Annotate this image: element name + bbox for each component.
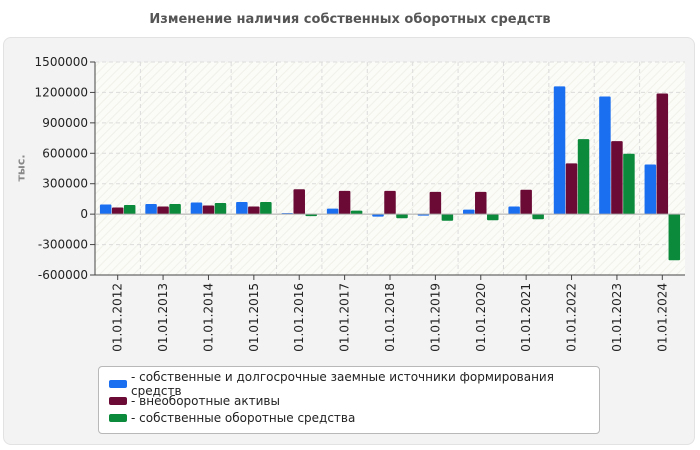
- bar-s3-01.01.2024: [668, 214, 681, 261]
- x-tick-label: 01.01.2023: [610, 283, 624, 352]
- legend: - собственные и долгосрочные заемные ист…: [98, 366, 600, 434]
- bar-s1-01.01.2015: [236, 201, 248, 215]
- bar-s3-01.01.2020: [487, 214, 499, 221]
- y-tick-label: 600000: [42, 146, 88, 160]
- bar-s3-01.01.2016: [305, 214, 317, 217]
- x-tick-label: 01.01.2019: [428, 283, 442, 352]
- bar-s2-01.01.2012: [111, 207, 124, 215]
- bar-s2-01.01.2014: [202, 205, 215, 215]
- y-tick-label: 300000: [42, 177, 88, 191]
- y-axis-label: тыс.: [12, 154, 30, 194]
- x-tick-label: 01.01.2024: [655, 283, 669, 352]
- y-tick-label: -600000: [38, 268, 88, 282]
- legend-swatch: [109, 413, 127, 422]
- bar-s3-01.01.2022: [577, 139, 590, 215]
- y-tick-label: 1500000: [35, 55, 88, 69]
- bar-s2-01.01.2018: [384, 190, 396, 215]
- bar-s1-01.01.2017: [326, 208, 339, 215]
- y-tick-label: 900000: [42, 116, 88, 130]
- y-tick-label: -300000: [38, 238, 88, 252]
- bar-s3-01.01.2014: [214, 202, 227, 215]
- bar-s3-01.01.2023: [623, 153, 635, 215]
- x-tick-label: 01.01.2018: [383, 283, 397, 352]
- bar-s2-01.01.2023: [611, 141, 623, 215]
- x-tick-label: 01.01.2022: [565, 283, 579, 352]
- bar-s1-01.01.2018: [372, 214, 384, 217]
- bar-s1-01.01.2022: [553, 86, 566, 215]
- bar-s3-01.01.2021: [532, 214, 544, 220]
- bar-s1-01.01.2023: [599, 96, 611, 215]
- bar-s2-01.01.2016: [293, 189, 305, 215]
- x-tick-label: 01.01.2020: [474, 283, 488, 352]
- bar-s3-01.01.2015: [260, 201, 272, 215]
- x-tick-label: 01.01.2013: [156, 283, 170, 352]
- bar-s2-01.01.2019: [429, 191, 442, 215]
- bar-s3-01.01.2018: [396, 214, 408, 219]
- plot-background: [95, 62, 685, 275]
- bar-s1-01.01.2020: [463, 209, 475, 215]
- bar-s3-01.01.2012: [123, 205, 136, 215]
- bar-s2-01.01.2022: [565, 163, 578, 215]
- bar-s1-01.01.2024: [644, 164, 657, 215]
- legend-item: - внеоборотные активы: [109, 392, 589, 409]
- y-tick-label: 1200000: [35, 85, 88, 99]
- legend-label: - собственные и долгосрочные заемные ист…: [131, 369, 554, 398]
- bar-s2-01.01.2024: [656, 93, 669, 215]
- y-axis-label-text: тыс.: [14, 154, 28, 182]
- x-tick-label: 01.01.2016: [292, 283, 306, 352]
- bar-s3-01.01.2017: [350, 210, 363, 215]
- x-tick-label: 01.01.2017: [338, 283, 352, 352]
- bar-s1-01.01.2012: [99, 204, 112, 215]
- legend-swatch: [109, 379, 127, 388]
- bar-s1-01.01.2021: [508, 206, 520, 215]
- x-tick-label: 01.01.2015: [247, 283, 261, 352]
- x-tick-label: 01.01.2014: [201, 283, 215, 352]
- legend-item: - собственные оборотные средства: [109, 409, 589, 426]
- bar-s2-01.01.2013: [157, 206, 169, 215]
- bar-s1-01.01.2014: [190, 202, 203, 215]
- chart-title: Изменение наличия собственных оборотных …: [149, 12, 551, 27]
- legend-swatch: [109, 396, 127, 405]
- legend-item: - собственные и долгосрочные заемные ист…: [109, 370, 589, 398]
- bar-s2-01.01.2015: [248, 206, 260, 215]
- x-tick-label: 01.01.2012: [111, 283, 125, 352]
- bar-s3-01.01.2013: [169, 204, 181, 215]
- bar-s1-01.01.2013: [145, 204, 157, 215]
- legend-label: - собственные оборотные средства: [131, 410, 356, 425]
- bar-s3-01.01.2019: [441, 214, 454, 221]
- x-tick-label: 01.01.2021: [519, 283, 533, 352]
- bar-s2-01.01.2020: [475, 191, 487, 215]
- bar-s2-01.01.2021: [520, 189, 532, 215]
- y-tick-label: 0: [80, 207, 88, 221]
- legend-label: - внеоборотные активы: [131, 393, 280, 408]
- bar-s2-01.01.2017: [338, 190, 351, 215]
